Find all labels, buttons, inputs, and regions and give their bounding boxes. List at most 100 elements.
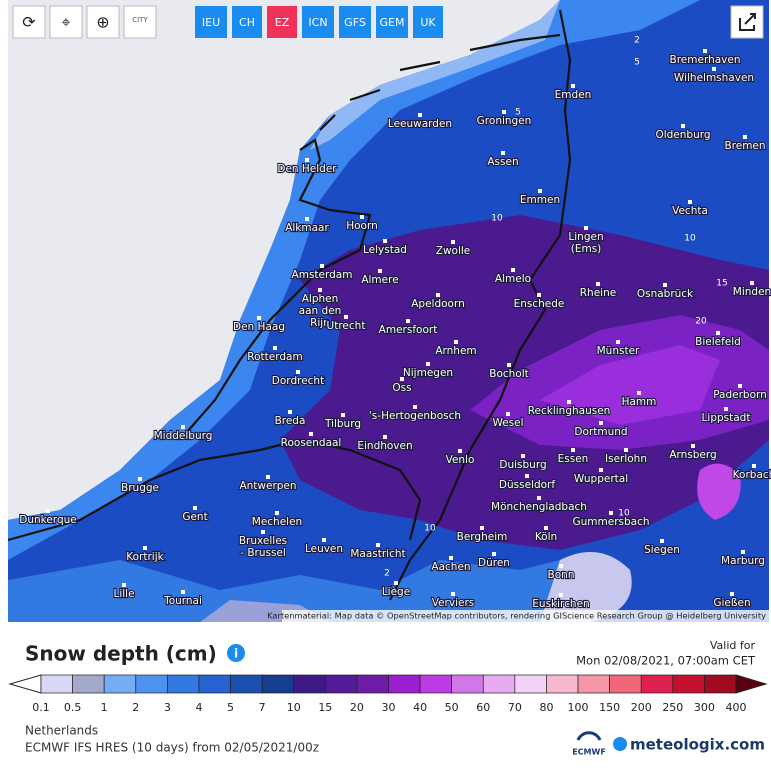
info-icon[interactable] (227, 644, 245, 662)
city-label: Osnabrück (637, 288, 694, 300)
scale-label: 30 (382, 701, 396, 714)
scale-box (451, 674, 484, 694)
city-dot (538, 189, 542, 193)
city-label: 's-Hertogenbosch (369, 410, 461, 422)
city-label: Rijn (310, 317, 330, 329)
city-dot (624, 448, 628, 452)
city-label: Groningen (477, 115, 532, 127)
map-area-coast-light (310, 0, 560, 150)
city-dot (400, 377, 404, 381)
city-dot (451, 240, 455, 244)
city-dot (501, 151, 505, 155)
city-label: Amersfoort (379, 324, 438, 336)
scale-box (546, 674, 579, 694)
city-dot (599, 468, 603, 472)
scale-label: 200 (631, 701, 652, 714)
city-dot (305, 217, 309, 221)
city-label: Arnhem (435, 345, 476, 357)
scale-label: 3 (164, 701, 171, 714)
model-button[interactable] (267, 6, 297, 38)
city-dot (712, 67, 716, 71)
model-button[interactable] (302, 6, 334, 38)
model-button[interactable] (339, 6, 371, 38)
contour-label: 10 (491, 214, 503, 224)
model-button[interactable] (413, 6, 443, 38)
city-dot (502, 110, 506, 114)
toolbar-button[interactable] (12, 5, 46, 39)
city-dot (305, 158, 309, 162)
city-dot (288, 410, 292, 414)
city-dot (688, 200, 692, 204)
city-label: - Brussel (240, 547, 286, 559)
scale-label: 250 (662, 701, 683, 714)
model-button[interactable] (195, 6, 227, 38)
city-label: Den Helder (277, 163, 337, 175)
model-button-label: CH (239, 16, 255, 29)
city-label: Bonn (548, 569, 575, 581)
map-area-sea (8, 0, 560, 520)
city-label: Kortrijk (126, 551, 164, 563)
scale-box (514, 674, 547, 694)
city-label: Antwerpen (239, 480, 296, 492)
city-label: Köln (535, 531, 557, 543)
scale-label: 400 (726, 701, 747, 714)
map-area-coast-band (8, 0, 700, 560)
city-label: Mechelen (252, 516, 302, 528)
city-dot (322, 538, 326, 542)
city-dot (691, 444, 695, 448)
scale-label: 10 (287, 701, 301, 714)
city-dot (599, 421, 603, 425)
city-dot (609, 511, 613, 515)
city-label: Duisburg (499, 459, 546, 471)
toolbar-button[interactable] (86, 5, 120, 39)
city-dot (449, 556, 453, 560)
city-dot (703, 49, 707, 53)
city-label: Brugge (121, 482, 159, 494)
scale-label: 20 (350, 701, 364, 714)
city-button-label: CITY (132, 16, 148, 24)
scale-label: 0.5 (64, 701, 82, 714)
city-dot (584, 226, 588, 230)
model-button[interactable] (232, 6, 262, 38)
city-dot (261, 530, 265, 534)
border-line (7, 438, 422, 542)
city-label: Dunkerque (19, 514, 76, 526)
contour-label: 2 (384, 569, 390, 579)
city-dot (318, 288, 322, 292)
city-dot (193, 506, 197, 510)
attribution-bg (282, 610, 769, 622)
scale-box (388, 674, 421, 694)
ecmwf-mark (576, 731, 602, 741)
city-dot (492, 552, 496, 556)
city-button[interactable] (123, 5, 157, 39)
legend-title: Snow depth (cm) (25, 642, 217, 666)
city-dot (663, 283, 667, 287)
city-label: Leuven (305, 543, 343, 555)
city-label: Enschede (514, 298, 565, 310)
city-label: Lingen (568, 231, 603, 243)
scale-label: 80 (539, 701, 553, 714)
model-button[interactable] (376, 6, 408, 38)
city-label: Assen (487, 156, 518, 168)
city-label: Lelystad (363, 244, 407, 256)
city-label: Essen (558, 453, 589, 465)
scale-label: 5 (227, 701, 234, 714)
city-label: Wesel (492, 417, 523, 429)
model-button-label: EZ (275, 16, 290, 29)
contour-label: 10 (684, 234, 696, 244)
city-label: Liège (382, 586, 410, 598)
scale-label: 0.1 (32, 701, 50, 714)
city-label: Düren (478, 557, 510, 569)
border-line (179, 138, 372, 441)
city-dot (426, 362, 430, 366)
scale-box (482, 674, 516, 694)
toolbar-button[interactable] (49, 5, 83, 39)
city-dot (296, 370, 300, 374)
scale-box (167, 674, 200, 694)
scale-box (672, 674, 705, 694)
city-dot (480, 526, 484, 530)
city-label: Almelo (495, 273, 531, 285)
city-dot (506, 412, 510, 416)
scale-box (704, 674, 737, 694)
city-dot (46, 509, 50, 513)
